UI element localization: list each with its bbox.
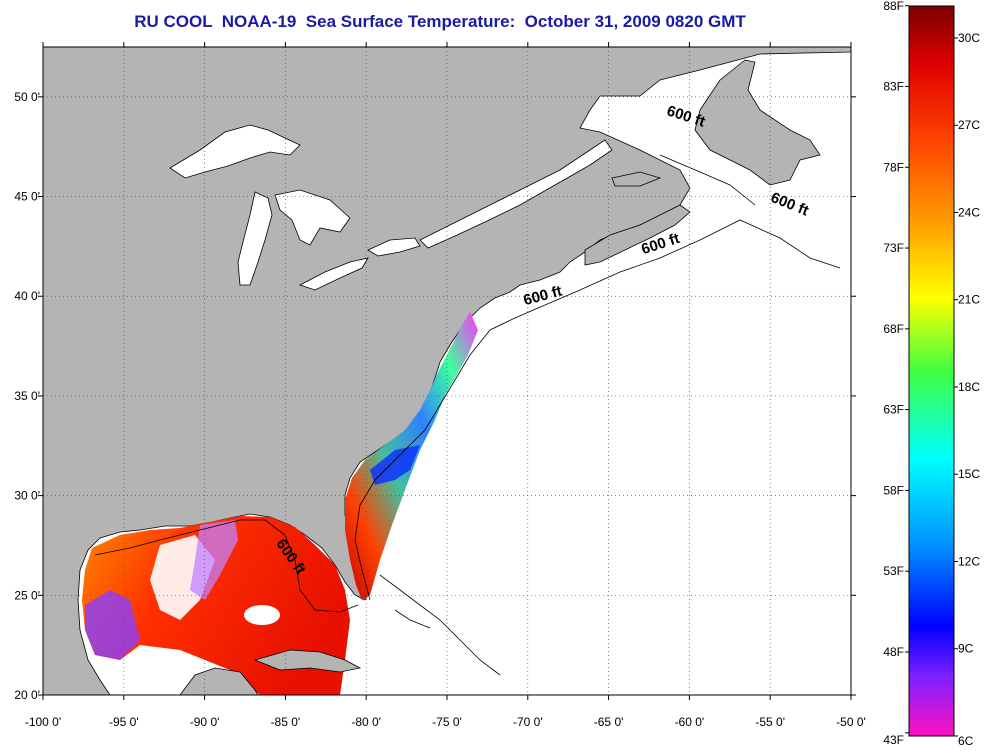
colorbar-c-label: 15C bbox=[958, 467, 980, 481]
longitude-axis: -100 0' -95 0' -90 0' -85 0' -80 0' -75 0' -70… bbox=[25, 42, 866, 729]
cuba-land bbox=[253, 649, 362, 673]
colorbar-c-label: 12C bbox=[958, 554, 980, 568]
colorbar-c-label: 30C bbox=[958, 31, 980, 45]
colorbar-f-label: 53F bbox=[883, 564, 904, 578]
sst-gulf-cloud-patch bbox=[244, 605, 280, 625]
colorbar-f-label: 83F bbox=[883, 79, 904, 93]
latitude-axis: 50 0' 45 0' 40 0' 35 0' 30 0' 25 0' 20 0' bbox=[14, 90, 856, 702]
lon-tick-label: -50 0' bbox=[836, 715, 866, 729]
nova-scotia-land bbox=[584, 204, 691, 266]
colorbar-c-label: 24C bbox=[958, 205, 980, 219]
graticule bbox=[43, 47, 851, 695]
colorbar-c-label: 18C bbox=[958, 380, 980, 394]
sst-gulf-cool-streaks bbox=[85, 590, 140, 660]
map-title: RU COOL NOAA-19 Sea Surface Temperature:… bbox=[134, 12, 746, 31]
sst-east-coast-cold-pocket bbox=[370, 445, 420, 485]
lat-tick-label: 20 0' bbox=[14, 688, 40, 702]
st-lawrence-river bbox=[419, 139, 613, 249]
colorbar-f-label: 68F bbox=[883, 322, 904, 336]
sst-gulf-cloud-band-2 bbox=[190, 520, 238, 600]
lake-erie bbox=[298, 257, 369, 291]
lat-tick-label: 30 0' bbox=[14, 489, 40, 503]
lake-superior bbox=[169, 124, 301, 179]
lon-tick-label: -95 0' bbox=[109, 715, 139, 729]
lat-tick-label: 35 0' bbox=[14, 389, 40, 403]
colorbar-f-label: 58F bbox=[883, 483, 904, 497]
colorbar-f-label: 43F bbox=[883, 733, 904, 747]
isobath-600ft bbox=[94, 154, 841, 613]
lat-tick-label: 40 0' bbox=[14, 289, 40, 303]
colorbar-c-label: 21C bbox=[958, 293, 980, 307]
lat-tick-label: 45 0' bbox=[14, 190, 40, 204]
colorbar-fahrenheit-labels: 88F 83F 78F 73F 68F 63F 58F 53F 48F 43F bbox=[883, 0, 909, 747]
lon-tick-label: -60 0' bbox=[675, 715, 705, 729]
sst-gulf-swath bbox=[82, 516, 350, 695]
lon-tick-label: -55 0' bbox=[755, 715, 785, 729]
lon-tick-label: -90 0' bbox=[190, 715, 220, 729]
lake-ontario bbox=[367, 237, 421, 257]
lon-tick-label: -80 0' bbox=[351, 715, 381, 729]
lat-tick-label: 50 0' bbox=[14, 90, 40, 104]
lat-tick-label: 25 0' bbox=[14, 588, 40, 602]
colorbar-c-label: 27C bbox=[958, 118, 980, 132]
colorbar-celsius-labels: 30C 27C 24C 21C 18C 15C 12C 9C 6C bbox=[954, 31, 980, 748]
lon-tick-label: -70 0' bbox=[513, 715, 543, 729]
lon-tick-label: -75 0' bbox=[432, 715, 462, 729]
anticosti-land bbox=[611, 171, 662, 187]
colorbar-f-label: 63F bbox=[883, 403, 904, 417]
lake-michigan bbox=[237, 191, 273, 286]
colorbar-f-label: 78F bbox=[883, 160, 904, 174]
colorbar-f-label: 73F bbox=[883, 241, 904, 255]
colorbar-c-label: 9C bbox=[958, 642, 974, 656]
colorbar-f-label: 48F bbox=[883, 645, 904, 659]
bahamas-land bbox=[379, 574, 501, 676]
colorbar-f-label: 88F bbox=[883, 0, 904, 13]
newfoundland-land bbox=[694, 59, 821, 186]
colorbar bbox=[908, 5, 955, 737]
lon-tick-label: -100 0' bbox=[25, 715, 61, 729]
lon-tick-label: -85 0' bbox=[271, 715, 301, 729]
yucatan-land bbox=[179, 667, 259, 695]
lon-tick-label: -65 0' bbox=[594, 715, 624, 729]
colorbar-c-label: 6C bbox=[958, 734, 974, 748]
